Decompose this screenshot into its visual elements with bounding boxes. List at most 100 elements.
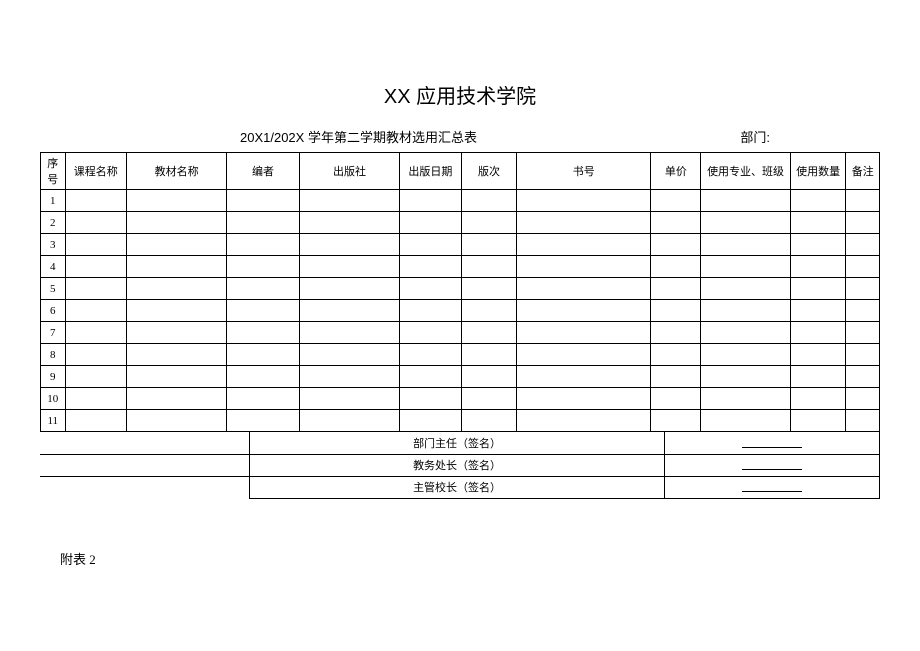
cell-seq: 5	[41, 278, 66, 300]
col-price: 单价	[651, 153, 701, 190]
col-major: 使用专业、班级	[701, 153, 790, 190]
cell-price	[651, 322, 701, 344]
cell-remark	[846, 278, 880, 300]
cell-author	[227, 322, 300, 344]
cell-edition	[461, 410, 517, 432]
cell-qty	[790, 366, 846, 388]
cell-qty	[790, 410, 846, 432]
cell-qty	[790, 278, 846, 300]
cell-author	[227, 190, 300, 212]
cell-remark	[846, 190, 880, 212]
table-row: 11	[41, 410, 880, 432]
table-row: 6	[41, 300, 880, 322]
cell-edition	[461, 366, 517, 388]
cell-price	[651, 410, 701, 432]
cell-edition	[461, 344, 517, 366]
cell-textbook	[126, 366, 226, 388]
cell-pubdate	[400, 410, 461, 432]
cell-author	[227, 300, 300, 322]
cell-price	[651, 300, 701, 322]
cell-qty	[790, 256, 846, 278]
cell-author	[227, 256, 300, 278]
cell-qty	[790, 388, 846, 410]
table-row: 9	[41, 366, 880, 388]
cell-remark	[846, 322, 880, 344]
cell-pubdate	[400, 300, 461, 322]
cell-author	[227, 366, 300, 388]
cell-pubdate	[400, 234, 461, 256]
cell-author	[227, 410, 300, 432]
cell-pubdate	[400, 366, 461, 388]
dept-label: 部门:	[740, 127, 770, 146]
cell-qty	[790, 212, 846, 234]
table-row: 2	[41, 212, 880, 234]
cell-course	[65, 322, 126, 344]
cell-edition	[461, 388, 517, 410]
cell-publisher	[299, 366, 399, 388]
cell-course	[65, 278, 126, 300]
sig-blank	[40, 476, 249, 498]
cell-major	[701, 212, 790, 234]
sig-academic-dean-label: 教务处长（签名）	[249, 454, 665, 476]
cell-remark	[846, 212, 880, 234]
cell-qty	[790, 300, 846, 322]
sig-row-academic-dean: 教务处长（签名）	[40, 454, 880, 476]
cell-pubdate	[400, 322, 461, 344]
cell-course	[65, 410, 126, 432]
cell-publisher	[299, 234, 399, 256]
cell-publisher	[299, 300, 399, 322]
cell-pubdate	[400, 212, 461, 234]
cell-price	[651, 190, 701, 212]
cell-major	[701, 278, 790, 300]
cell-edition	[461, 322, 517, 344]
cell-author	[227, 234, 300, 256]
main-table: 序号 课程名称 教材名称 编者 出版社 出版日期 版次 书号 单价 使用专业、班…	[40, 152, 880, 432]
cell-seq: 1	[41, 190, 66, 212]
cell-major	[701, 234, 790, 256]
cell-edition	[461, 278, 517, 300]
cell-textbook	[126, 278, 226, 300]
cell-course	[65, 388, 126, 410]
cell-seq: 2	[41, 212, 66, 234]
col-remark: 备注	[846, 153, 880, 190]
sig-row-dept-head: 部门主任（签名）	[40, 432, 880, 454]
table-row: 8	[41, 344, 880, 366]
signature-table: 部门主任（签名） 教务处长（签名） 主管校长（签名）	[40, 432, 880, 499]
sig-blank	[40, 432, 249, 454]
cell-major	[701, 322, 790, 344]
sig-row-vice-president: 主管校长（签名）	[40, 476, 880, 498]
cell-textbook	[126, 410, 226, 432]
subtitle-text: 20X1/202X 学年第二学期教材选用汇总表	[240, 127, 477, 146]
col-publisher: 出版社	[299, 153, 399, 190]
cell-textbook	[126, 322, 226, 344]
cell-isbn	[517, 322, 651, 344]
cell-qty	[790, 234, 846, 256]
cell-seq: 9	[41, 366, 66, 388]
cell-textbook	[126, 234, 226, 256]
cell-course	[65, 234, 126, 256]
col-seq: 序号	[41, 153, 66, 190]
col-textbook: 教材名称	[126, 153, 226, 190]
cell-author	[227, 344, 300, 366]
cell-textbook	[126, 256, 226, 278]
cell-seq: 11	[41, 410, 66, 432]
cell-publisher	[299, 410, 399, 432]
cell-course	[65, 190, 126, 212]
cell-seq: 6	[41, 300, 66, 322]
cell-price	[651, 212, 701, 234]
cell-edition	[461, 256, 517, 278]
cell-price	[651, 234, 701, 256]
col-pubdate: 出版日期	[400, 153, 461, 190]
cell-author	[227, 212, 300, 234]
cell-publisher	[299, 322, 399, 344]
cell-course	[65, 344, 126, 366]
cell-major	[701, 300, 790, 322]
cell-publisher	[299, 256, 399, 278]
table-row: 3	[41, 234, 880, 256]
table-header-row: 序号 课程名称 教材名称 编者 出版社 出版日期 版次 书号 单价 使用专业、班…	[41, 153, 880, 190]
cell-qty	[790, 190, 846, 212]
cell-major	[701, 344, 790, 366]
col-isbn: 书号	[517, 153, 651, 190]
cell-publisher	[299, 212, 399, 234]
cell-price	[651, 256, 701, 278]
